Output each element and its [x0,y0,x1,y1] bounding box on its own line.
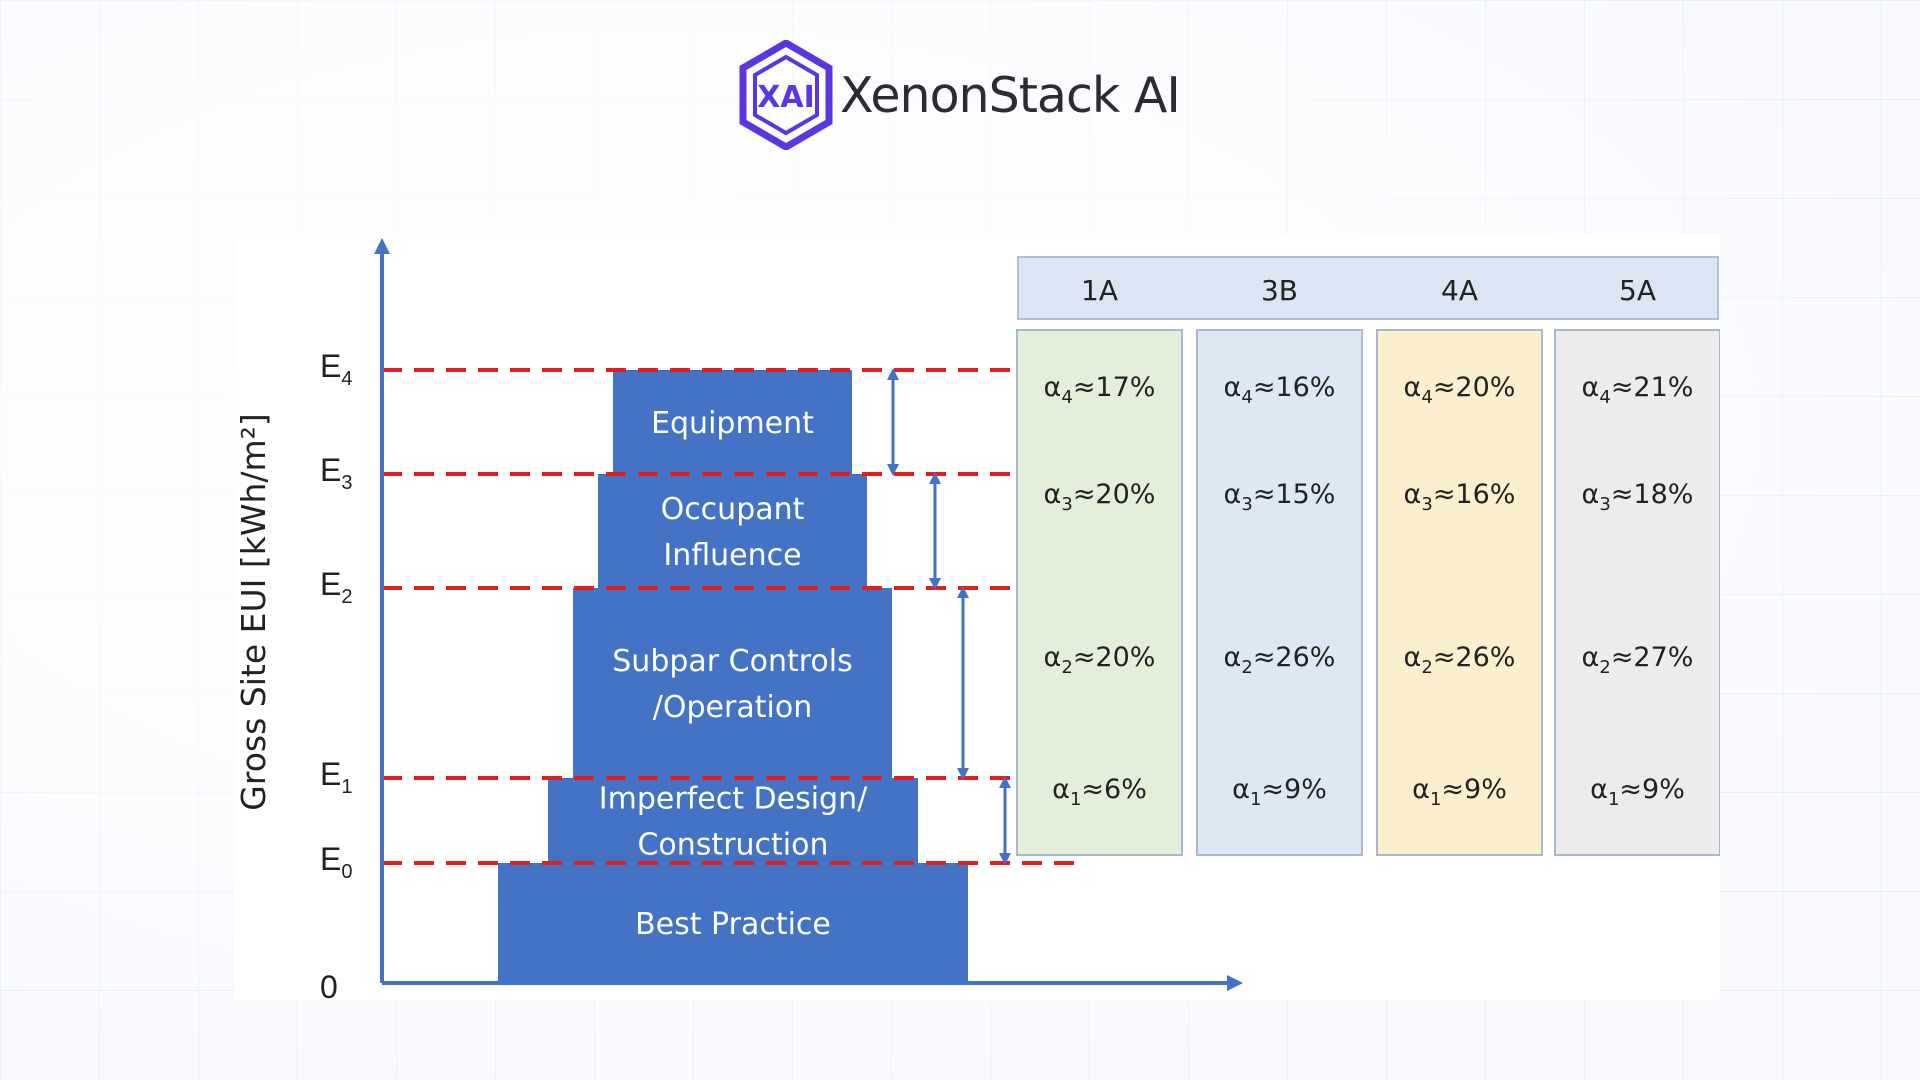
eui-segment [613,370,852,474]
alpha-share: α3≈15% [1224,479,1336,515]
level-label: E3 [320,452,352,494]
eui-stack: Best Practice Imperfect Design/Constructi… [498,370,968,983]
level-label: E4 [320,348,352,390]
eui-diagram-canvas: 1A α1≈6% α2≈20% α3≈20% α4≈17% 3B α1≈9% α2≈26% α3… [235,238,1720,1000]
logo-name: XenonStack AI [840,66,1181,124]
level-labels: 0 E0 E1 E2 E3 E4 [320,348,352,1000]
eui-segment-label: Equipment [651,406,814,441]
alpha-share: α1≈9% [1590,774,1685,810]
level-label: E0 [320,841,352,883]
eui-segment [548,778,918,863]
alpha-share: α1≈6% [1052,774,1147,810]
segment-arrows [887,368,1011,865]
alpha-share: α4≈16% [1224,372,1336,408]
alpha-share: α1≈9% [1412,774,1507,810]
eui-segment-label: Subpar Controls [612,644,852,679]
level-lines [382,368,1080,865]
alpha-share: α1≈9% [1232,774,1327,810]
xenonstack-hexagon-logo-icon: XAI [739,40,833,150]
alpha-share: α3≈20% [1044,479,1156,515]
zone-header [1017,256,1719,320]
climate-zone-table: 1A α1≈6% α2≈20% α3≈20% α4≈17% 3B α1≈9% α2≈26% α3… [1016,256,1720,856]
zone-column [1016,329,1183,856]
eui-segment-label: Occupant [661,492,805,527]
alpha-share: α4≈21% [1582,372,1694,408]
eui-segment-label: Best Practice [635,907,831,942]
zone-label: 5A [1619,274,1656,307]
xenonstack-logo: XAI XenonStack AI [738,40,1181,150]
alpha-share: α2≈20% [1044,642,1156,678]
eui-segment-label: /Operation [653,690,812,725]
alpha-share: α4≈17% [1044,372,1156,408]
level-label: 0 [320,969,338,1000]
eui-segment [598,474,867,588]
zone-column [1376,329,1543,856]
eui-segment-label: Imperfect Design/ [599,782,868,817]
level-label: E1 [320,756,352,798]
eui-diagram: 1A α1≈6% α2≈20% α3≈20% α4≈17% 3B α1≈9% α2≈26% α3… [235,234,1720,1000]
alpha-share: α3≈16% [1404,479,1516,515]
alpha-share: α4≈20% [1404,372,1516,408]
zone-label: 4A [1441,274,1478,307]
zone-label: 3B [1261,274,1298,307]
axes [374,238,1243,991]
alpha-share: α2≈27% [1582,642,1694,678]
alpha-share: α2≈26% [1404,642,1516,678]
y-axis-label: Gross Site EUI [kWh/m²] [235,413,273,810]
eui-segment-label: Influence [663,538,801,573]
zone-column [1554,329,1720,856]
eui-segment [498,863,968,983]
zone-column [1196,329,1363,856]
eui-segment [573,588,892,778]
eui-segment-label: Construction [637,828,828,863]
alpha-share: α2≈26% [1224,642,1336,678]
level-label: E2 [320,566,352,608]
alpha-share: α3≈18% [1582,479,1694,515]
logo-mark-text: XAI [757,80,815,115]
zone-label: 1A [1081,274,1118,307]
